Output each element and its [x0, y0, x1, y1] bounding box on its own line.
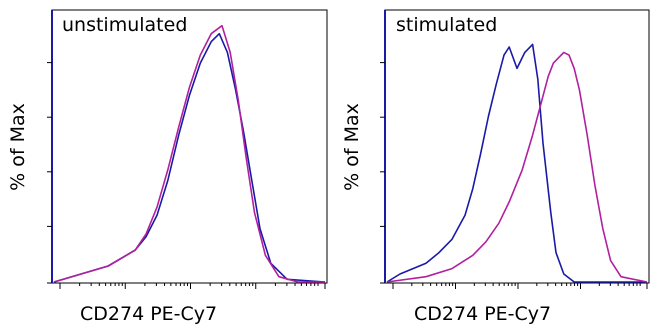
plot-frame: [384, 9, 650, 284]
x-ticks: [392, 283, 648, 289]
series-line-magenta: [386, 51, 648, 283]
y-axis-label: % of Max: [7, 103, 29, 191]
histogram-panel-stimulated: stimulated % of Max CD274 PE-Cy7: [341, 9, 650, 325]
series-line-blue: [386, 43, 647, 283]
y-axis-label: % of Max: [341, 103, 363, 191]
x-axis-label: CD274 PE-Cy7: [80, 303, 217, 325]
panel-title: unstimulated: [62, 14, 187, 36]
y-ticks: [47, 62, 52, 284]
y-ticks: [380, 62, 385, 284]
panel-title: stimulated: [396, 14, 497, 36]
x-axis-label: CD274 PE-Cy7: [414, 303, 551, 325]
histogram-panel-unstimulated: unstimulated % of Max CD274 PE-Cy7: [7, 9, 328, 325]
plot-frame: [51, 9, 328, 284]
series-layer: [386, 43, 648, 283]
series-layer: [53, 24, 326, 283]
x-ticks: [59, 283, 326, 289]
series-line-magenta: [53, 24, 325, 283]
